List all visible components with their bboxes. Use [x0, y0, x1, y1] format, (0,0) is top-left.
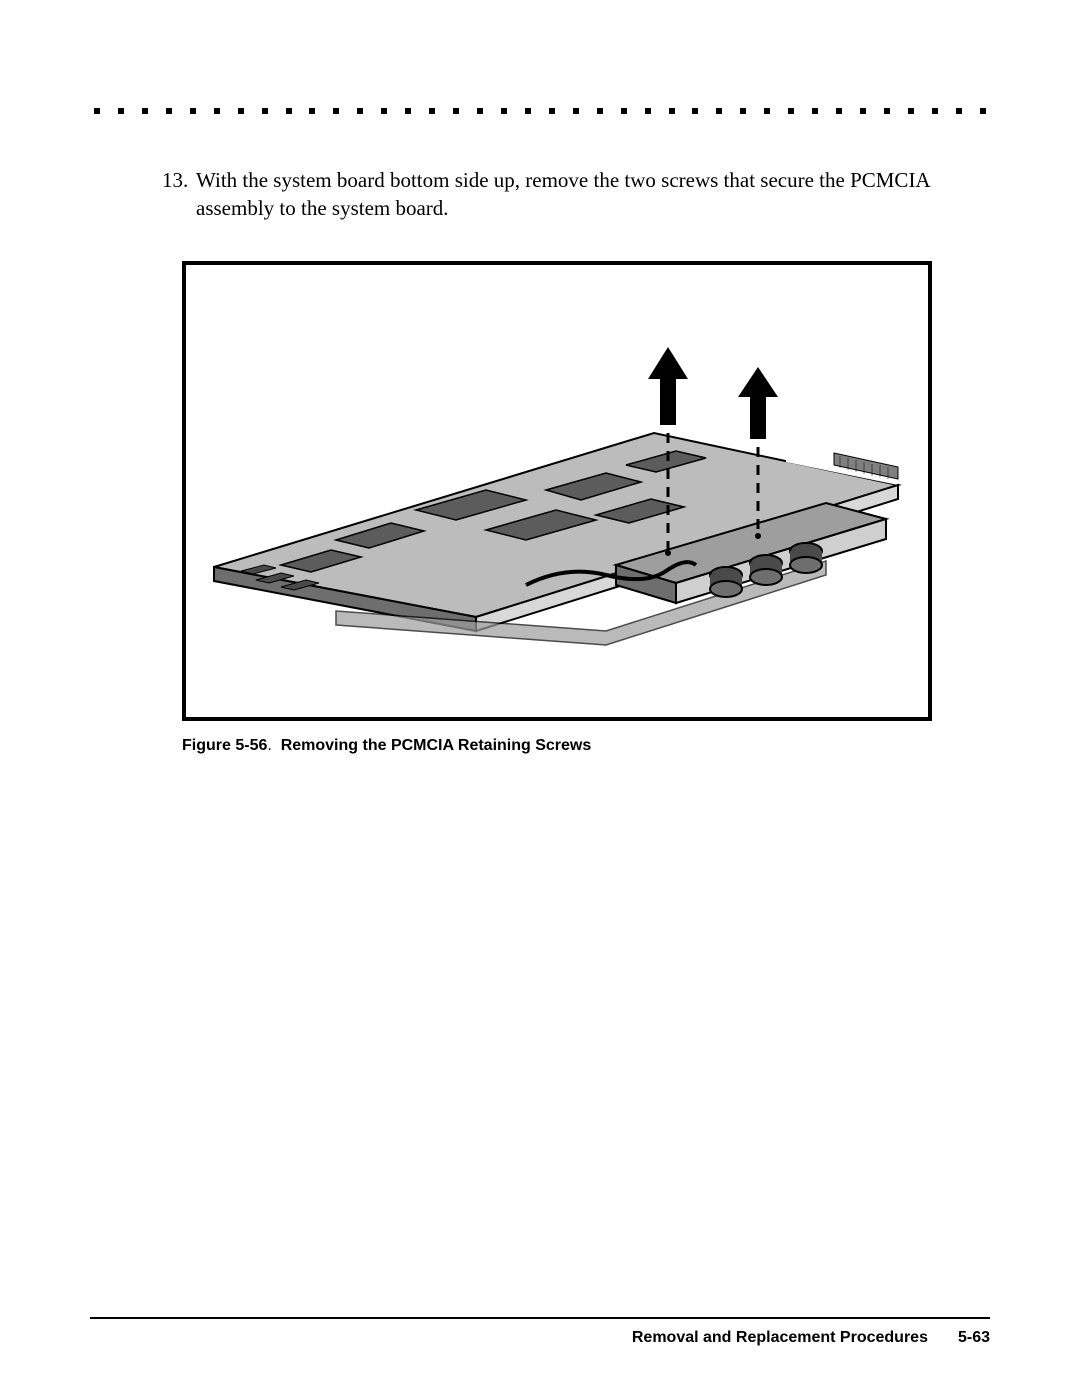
figure-caption-period: . — [267, 737, 271, 754]
figure-caption: Figure 5-56. Removing the PCMCIA Retaini… — [182, 737, 932, 755]
footer-section-title: Removal and Replacement Procedures — [632, 1329, 928, 1347]
footer-page-number: 5-63 — [958, 1329, 990, 1347]
header-dot — [333, 108, 339, 114]
header-dot — [238, 108, 244, 114]
header-dot — [812, 108, 818, 114]
header-dot — [884, 108, 890, 114]
header-dot — [429, 108, 435, 114]
system-board-diagram — [186, 265, 928, 717]
header-dot — [549, 108, 555, 114]
step-number: 13. — [162, 166, 196, 223]
header-dot — [453, 108, 459, 114]
header-dot — [932, 108, 938, 114]
header-dot — [597, 108, 603, 114]
header-dot — [525, 108, 531, 114]
page-footer: Removal and Replacement Procedures 5-63 — [90, 1317, 990, 1347]
header-dot — [908, 108, 914, 114]
header-dot — [860, 108, 866, 114]
header-dot — [286, 108, 292, 114]
figure-caption-label: Figure 5-56 — [182, 737, 267, 754]
header-dot — [692, 108, 698, 114]
header-dot — [836, 108, 842, 114]
header-dot — [477, 108, 483, 114]
header-dot — [740, 108, 746, 114]
header-dot — [94, 108, 100, 114]
header-dot — [262, 108, 268, 114]
page: 13. With the system board bottom side up… — [0, 0, 1080, 1397]
header-dot — [166, 108, 172, 114]
header-dot — [956, 108, 962, 114]
header-dot — [621, 108, 627, 114]
header-dot — [214, 108, 220, 114]
header-dot — [716, 108, 722, 114]
figure-box — [182, 261, 932, 721]
header-dot — [118, 108, 124, 114]
header-dot — [405, 108, 411, 114]
header-dot — [645, 108, 651, 114]
header-dot-row — [90, 108, 990, 114]
header-dot — [573, 108, 579, 114]
header-dot — [190, 108, 196, 114]
header-dot — [980, 108, 986, 114]
header-dot — [381, 108, 387, 114]
header-dot — [501, 108, 507, 114]
figure-container: Figure 5-56. Removing the PCMCIA Retaini… — [182, 261, 932, 755]
header-dot — [764, 108, 770, 114]
procedure-step-13: 13. With the system board bottom side up… — [162, 166, 950, 223]
header-dot — [142, 108, 148, 114]
step-text: With the system board bottom side up, re… — [196, 166, 950, 223]
header-dot — [357, 108, 363, 114]
header-dot — [788, 108, 794, 114]
header-dot — [309, 108, 315, 114]
header-dot — [669, 108, 675, 114]
figure-caption-text: Removing the PCMCIA Retaining Screws — [281, 737, 592, 754]
